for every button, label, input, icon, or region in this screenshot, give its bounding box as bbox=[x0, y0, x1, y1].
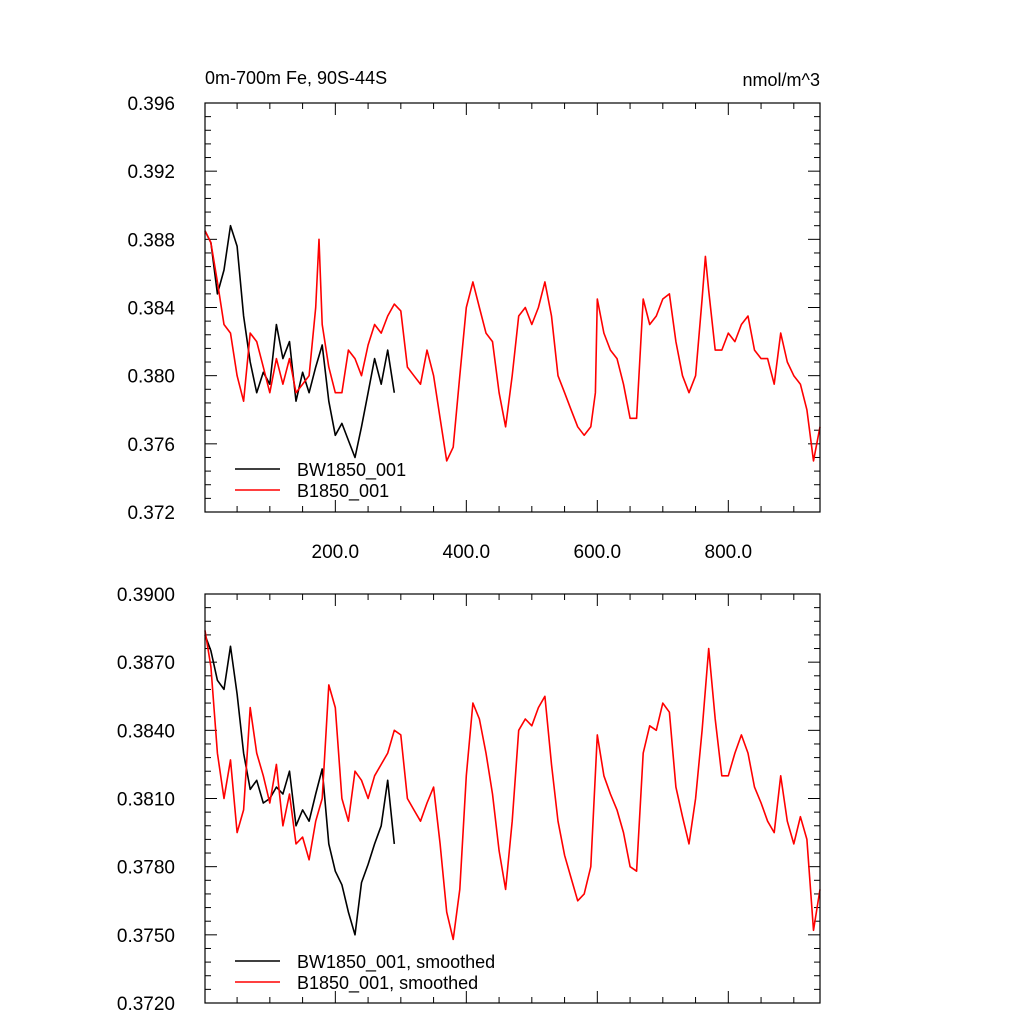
top-legend-label-b1850: B1850_001 bbox=[297, 481, 389, 502]
y-tick-label: 0.376 bbox=[127, 435, 175, 456]
y-tick-label: 0.396 bbox=[127, 94, 175, 115]
y-tick-label: 0.388 bbox=[127, 230, 175, 251]
x-tick-label: 800.0 bbox=[705, 542, 753, 563]
bottom-plot-frame bbox=[204, 593, 821, 1004]
bottom-legend-label-b1850: B1850_001, smoothed bbox=[297, 973, 478, 994]
series-line-bw1850-001-smoothed bbox=[204, 634, 396, 936]
y-tick-label: 0.392 bbox=[127, 162, 175, 183]
top-panel: 0m-700m Fe, 90S-44S nmol/m^3 0.372 0.376 0… bbox=[127, 68, 821, 563]
top-legend: BW1850_001 B1850_001 bbox=[235, 460, 406, 502]
bottom-legend: BW1850_001, smoothed B1850_001, smoothed bbox=[235, 952, 495, 994]
y-tick-label: 0.3900 bbox=[117, 585, 175, 606]
series-line-b1850-001-smoothed bbox=[204, 630, 821, 941]
y-tick-label: 0.3840 bbox=[117, 721, 175, 742]
y-tick-label: 0.384 bbox=[127, 299, 175, 320]
top-legend-label-bw1850: BW1850_001 bbox=[297, 460, 406, 481]
y-tick-label: 0.3750 bbox=[117, 926, 175, 947]
x-tick-label: 600.0 bbox=[574, 542, 622, 563]
top-plot-frame bbox=[204, 102, 821, 513]
series-line-bw1850-001 bbox=[204, 224, 396, 459]
bottom-legend-label-bw1850: BW1850_001, smoothed bbox=[297, 952, 495, 973]
series-line-b1850-001 bbox=[204, 230, 821, 462]
y-tick-label: 0.380 bbox=[127, 367, 175, 388]
x-tick-label: 200.0 bbox=[312, 542, 360, 563]
y-tick-label: 0.3870 bbox=[117, 653, 175, 674]
x-tick-label: 400.0 bbox=[443, 542, 491, 563]
y-tick-label: 0.3810 bbox=[117, 790, 175, 811]
top-panel-title-right: nmol/m^3 bbox=[743, 70, 820, 90]
y-tick-label: 0.3780 bbox=[117, 858, 175, 879]
bottom-panel: 0.3720 0.3750 0.3780 0.3810 0.3840 0.3870 0.39… bbox=[117, 585, 821, 1015]
y-tick-label: 0.372 bbox=[127, 503, 175, 524]
y-tick-label: 0.3720 bbox=[117, 994, 175, 1015]
top-panel-title-left: 0m-700m Fe, 90S-44S bbox=[205, 68, 387, 88]
